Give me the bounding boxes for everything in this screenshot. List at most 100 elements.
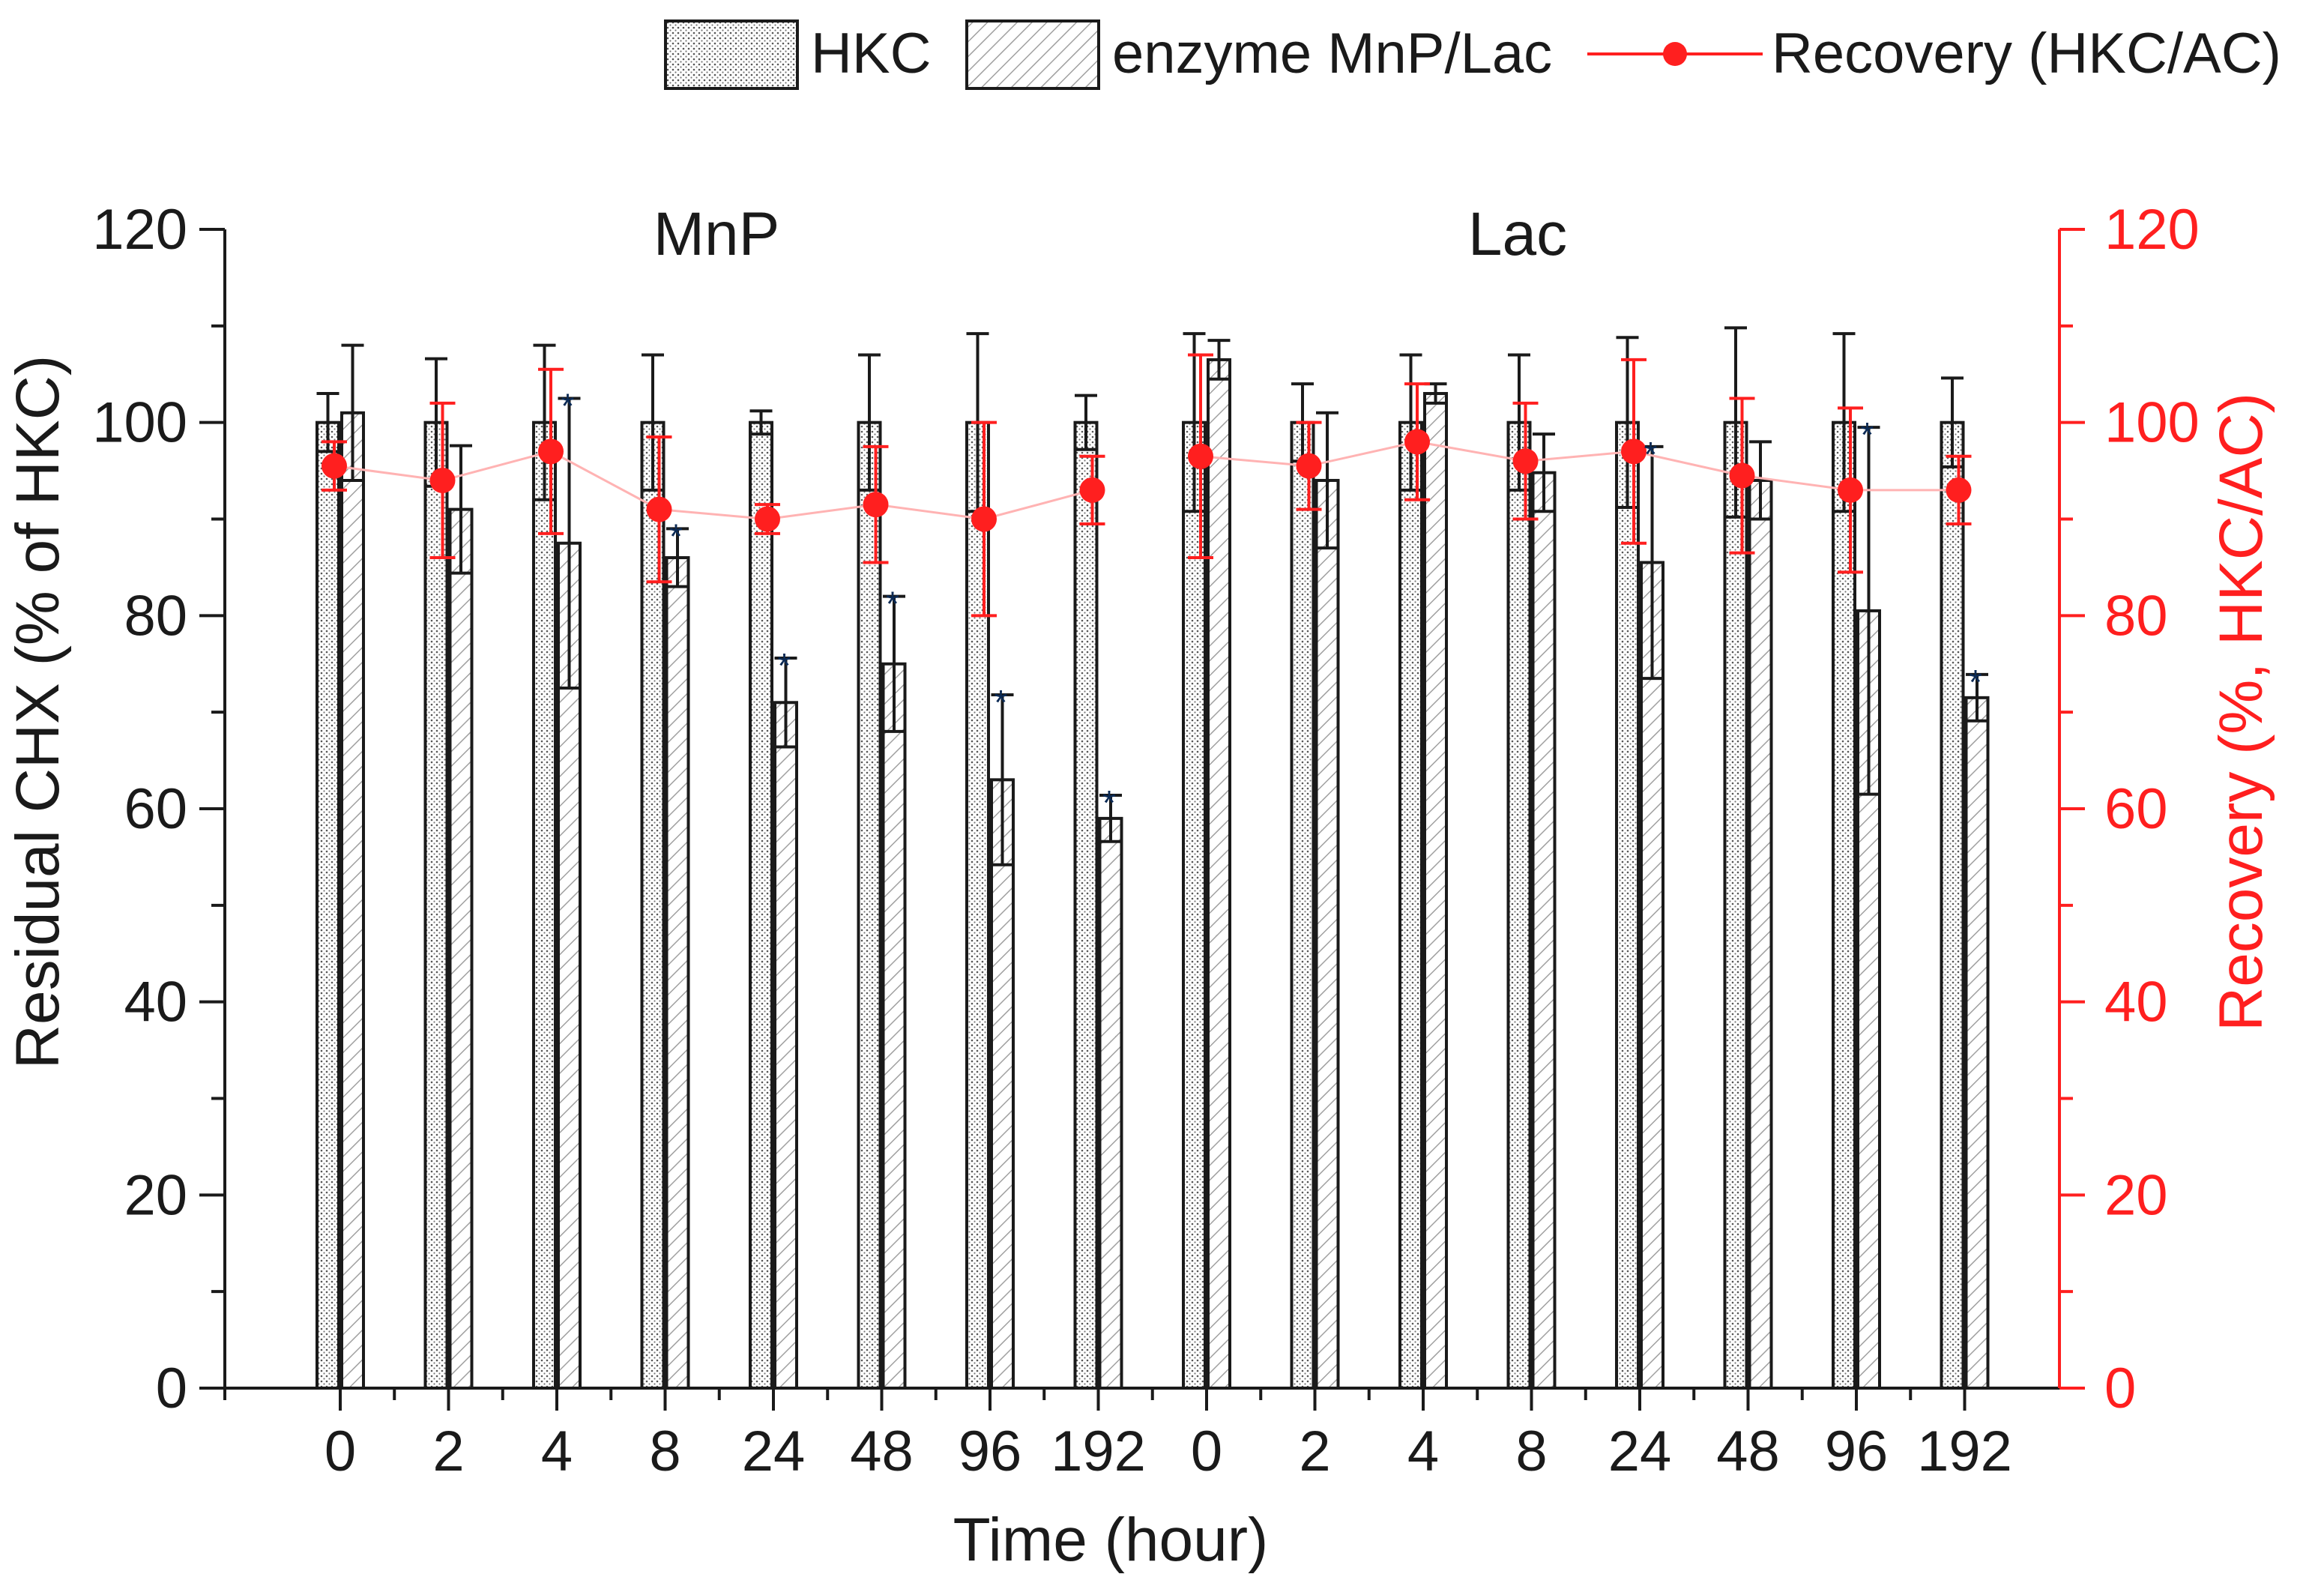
recovery-point bbox=[1512, 448, 1539, 474]
enzyme-bar bbox=[990, 778, 1015, 1390]
enzyme-bar bbox=[773, 701, 798, 1390]
significance-star: * bbox=[995, 683, 1008, 722]
enzyme-bar bbox=[1098, 816, 1123, 1390]
y-right-tick-label: 40 bbox=[2104, 971, 2168, 1034]
hkc-bar bbox=[749, 420, 773, 1390]
x-tick-label: 24 bbox=[1608, 1420, 1672, 1483]
y-axis-title-right: Recovery (%, HKC/AC) bbox=[2207, 393, 2275, 1031]
enzyme-bar bbox=[1964, 696, 1990, 1390]
hkc-bar bbox=[1506, 420, 1532, 1390]
x-axis-title: Time (hour) bbox=[953, 1506, 1269, 1574]
recovery-point bbox=[1838, 477, 1863, 503]
y-tick-label: 40 bbox=[124, 971, 187, 1034]
y-axis-title: Residual CHX (% of HKC) bbox=[4, 355, 72, 1069]
hkc-bar bbox=[423, 420, 449, 1390]
x-tick-label: 8 bbox=[649, 1420, 680, 1483]
y-right-tick-label: 0 bbox=[2104, 1357, 2136, 1420]
x-tick-label: 4 bbox=[541, 1420, 573, 1483]
x-tick-label: 48 bbox=[850, 1420, 914, 1483]
hkc-bar bbox=[532, 420, 557, 1390]
x-tick-label: 8 bbox=[1515, 1420, 1547, 1483]
recovery-point bbox=[1188, 443, 1213, 469]
y-tick-label: 20 bbox=[124, 1163, 187, 1227]
enzyme-bar bbox=[1315, 478, 1340, 1390]
significance-star: * bbox=[1644, 435, 1658, 474]
enzyme-bar bbox=[1748, 478, 1773, 1390]
recovery-point bbox=[1079, 477, 1105, 503]
legend-recovery-marker bbox=[1663, 42, 1687, 66]
y-tick-label: 0 bbox=[156, 1357, 187, 1420]
hkc-bar bbox=[1832, 420, 1856, 1390]
x-tick-label: 2 bbox=[1299, 1420, 1330, 1483]
y-tick-label: 80 bbox=[124, 584, 187, 648]
group-label-lac: Lac bbox=[1468, 200, 1567, 268]
hkc-bar bbox=[1940, 420, 1965, 1390]
enzyme-bar bbox=[1207, 358, 1231, 1390]
recovery-point bbox=[1296, 453, 1322, 479]
y-right-tick-label: 120 bbox=[2104, 198, 2200, 262]
x-tick-label: 48 bbox=[1716, 1420, 1780, 1483]
enzyme-bar bbox=[1531, 471, 1557, 1390]
y-right-tick-label: 100 bbox=[2104, 391, 2200, 455]
recovery-point bbox=[1404, 429, 1430, 455]
hkc-bar bbox=[640, 420, 665, 1390]
x-tick-label: 24 bbox=[742, 1420, 806, 1483]
hkc-bar bbox=[1398, 420, 1423, 1390]
significance-star: * bbox=[561, 386, 575, 425]
x-ticks: 0 2 4 8 24 48 96 192 0 2 4 8 24 48 96 192 bbox=[223, 1388, 2012, 1483]
x-tick-label: 192 bbox=[1051, 1420, 1146, 1483]
enzyme-bar bbox=[448, 507, 474, 1390]
enzyme-bar bbox=[881, 662, 907, 1390]
recovery-point bbox=[1621, 438, 1647, 465]
recovery-point bbox=[863, 492, 889, 518]
x-tick-label: 96 bbox=[959, 1420, 1022, 1483]
y-right-tick-label: 60 bbox=[2104, 777, 2168, 841]
y-tick-label: 120 bbox=[92, 198, 187, 262]
hkc-bar bbox=[1182, 420, 1207, 1390]
significance-marks: * * * * * * * * * bbox=[561, 386, 1983, 822]
legend-label-recovery: Recovery (HKC/AC) bbox=[1772, 22, 2281, 85]
x-tick-label: 4 bbox=[1407, 1420, 1439, 1483]
legend-swatch-hkc bbox=[664, 19, 799, 90]
recovery-point bbox=[1729, 462, 1755, 489]
hkc-bar bbox=[316, 420, 340, 1390]
significance-star: * bbox=[778, 646, 791, 685]
significance-star: * bbox=[1861, 415, 1874, 454]
x-tick-label: 0 bbox=[1191, 1420, 1222, 1483]
hkc-bar bbox=[1723, 420, 1748, 1390]
legend: HKC enzyme MnP/Lac Recovery (HKC/AC) bbox=[664, 19, 2281, 90]
legend-swatch-enzyme bbox=[965, 19, 1100, 90]
recovery-point bbox=[755, 506, 780, 532]
hkc-bar bbox=[1073, 420, 1099, 1390]
significance-star: * bbox=[1102, 783, 1116, 822]
enzyme-bar bbox=[1640, 561, 1664, 1390]
x-tick-label: 96 bbox=[1825, 1420, 1889, 1483]
y-right-tick-label: 20 bbox=[2104, 1163, 2168, 1227]
recovery-point bbox=[429, 467, 456, 493]
x-tick-label: 0 bbox=[325, 1420, 356, 1483]
group-label-mnp: MnP bbox=[654, 200, 780, 268]
hkc-bar bbox=[1290, 420, 1315, 1390]
recovery-point bbox=[322, 453, 347, 479]
y-tick-label: 100 bbox=[92, 391, 187, 455]
x-tick-label: 192 bbox=[1917, 1420, 2012, 1483]
hkc-bar bbox=[1615, 420, 1640, 1390]
enzyme-bar bbox=[1423, 392, 1448, 1390]
y-tick-label: 60 bbox=[124, 777, 187, 841]
enzyme-bar bbox=[665, 556, 690, 1390]
recovery-point bbox=[971, 506, 997, 532]
legend-label-enzyme: enzyme MnP/Lac bbox=[1112, 22, 1552, 85]
y-right-tick-label: 80 bbox=[2104, 584, 2168, 648]
significance-star: * bbox=[886, 585, 899, 624]
enzyme-bar bbox=[340, 411, 365, 1390]
y-ticks: 0 20 40 60 80 100 120 0 20 40 60 80 100 120 bbox=[92, 198, 2200, 1420]
recovery-line bbox=[333, 450, 1093, 521]
recovery-line-layer bbox=[322, 353, 1972, 618]
recovery-point bbox=[1946, 477, 1972, 503]
bars bbox=[316, 326, 1990, 1390]
x-tick-label: 2 bbox=[432, 1420, 464, 1483]
recovery-point bbox=[538, 438, 564, 465]
legend-label-hkc: HKC bbox=[811, 22, 931, 85]
significance-star: * bbox=[669, 516, 683, 555]
